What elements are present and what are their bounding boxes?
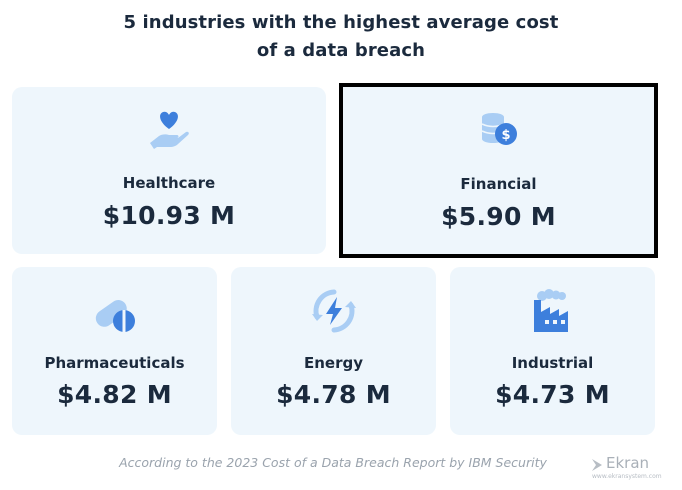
industry-cost: $5.90 M (441, 202, 556, 231)
pills-icon (90, 289, 140, 339)
industry-name: Financial (460, 175, 537, 193)
card-healthcare: Healthcare $10.93 M (12, 87, 326, 254)
industry-name: Industrial (511, 354, 594, 372)
industry-cost: $4.73 M (495, 380, 610, 409)
page-title: 5 industries with the highest average co… (0, 9, 682, 65)
logo-url: www.ekransystem.com (592, 473, 662, 480)
industry-cost: $4.82 M (57, 380, 172, 409)
title-line-2: of a data breach (256, 40, 426, 61)
industry-name: Pharmaceuticals (44, 354, 185, 372)
energy-bolt-icon (309, 287, 359, 339)
industry-cost: $10.93 M (102, 201, 236, 230)
card-financial: $ Financial $5.90 M (339, 83, 658, 258)
ekran-logo: Ekran www.ekransystem.com (588, 454, 678, 484)
ekran-logo-icon (590, 457, 604, 476)
card-industrial: Industrial $4.73 M (450, 267, 655, 435)
card-energy: Energy $4.78 M (231, 267, 436, 435)
svg-text:$: $ (501, 128, 510, 143)
industry-name: Energy (303, 354, 363, 372)
industry-cost: $4.78 M (276, 380, 391, 409)
heart-hand-icon (145, 107, 193, 157)
logo-brand: Ekran (606, 454, 650, 472)
industry-name: Healthcare (122, 174, 216, 192)
factory-icon (528, 288, 578, 338)
card-pharmaceuticals: Pharmaceuticals $4.82 M (12, 267, 217, 435)
source-note: According to the 2023 Cost of a Data Bre… (119, 455, 547, 470)
title-line-1: 5 industries with the highest average co… (123, 12, 559, 33)
coins-dollar-icon: $ (475, 107, 523, 157)
